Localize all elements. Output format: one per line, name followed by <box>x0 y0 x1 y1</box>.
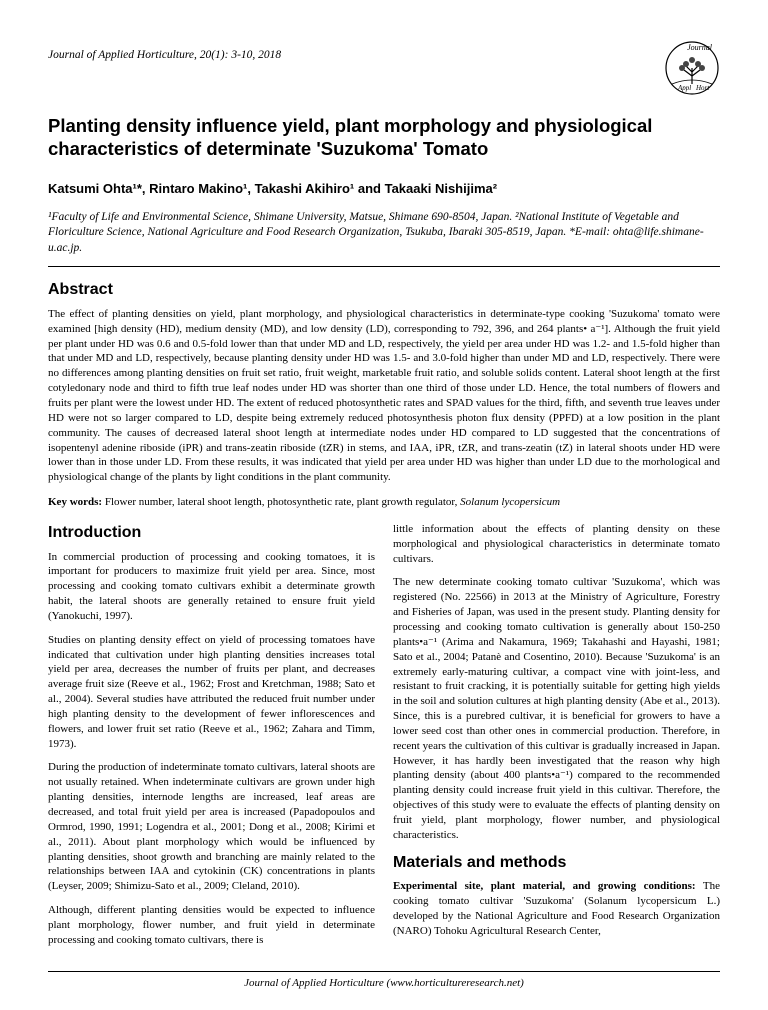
abstract-text: The effect of planting densities on yiel… <box>48 307 720 485</box>
body-paragraph: Although, different planting densities w… <box>48 903 375 948</box>
body-paragraph: little information about the effects of … <box>393 522 720 567</box>
keywords-italic: Solanum lycopersicum <box>460 496 560 508</box>
introduction-heading: Introduction <box>48 522 375 544</box>
left-column: Introduction In commercial production of… <box>48 522 375 957</box>
affiliations: ¹Faculty of Life and Environmental Scien… <box>48 210 720 268</box>
svg-text:Journal: Journal <box>687 43 713 52</box>
body-paragraph: The new determinate cooking tomato culti… <box>393 575 720 842</box>
keywords: Key words: Flower number, lateral shoot … <box>48 495 720 510</box>
abstract-heading: Abstract <box>48 279 720 301</box>
body-paragraph: Experimental site, plant material, and g… <box>393 879 720 938</box>
materials-methods-heading: Materials and methods <box>393 852 720 874</box>
keywords-text: Flower number, lateral shoot length, pho… <box>102 496 460 508</box>
svg-text:Hort: Hort <box>695 84 710 92</box>
subsection-label: Experimental site, plant material, and g… <box>393 880 696 892</box>
body-paragraph: Studies on planting density effect on yi… <box>48 633 375 752</box>
body-paragraph: In commercial production of processing a… <box>48 550 375 624</box>
svg-text:Appl: Appl <box>677 84 691 92</box>
body-paragraph: During the production of indeterminate t… <box>48 760 375 894</box>
journal-reference: Journal of Applied Horticulture, 20(1): … <box>48 40 281 64</box>
page-footer: Journal of Applied Horticulture (www.hor… <box>48 971 720 991</box>
article-title: Planting density influence yield, plant … <box>48 114 720 160</box>
keywords-label: Key words: <box>48 496 102 508</box>
journal-logo: Journal Appl Hort <box>664 40 720 96</box>
authors: Katsumi Ohta¹*, Rintaro Makino¹, Takashi… <box>48 180 720 198</box>
right-column: little information about the effects of … <box>393 522 720 957</box>
